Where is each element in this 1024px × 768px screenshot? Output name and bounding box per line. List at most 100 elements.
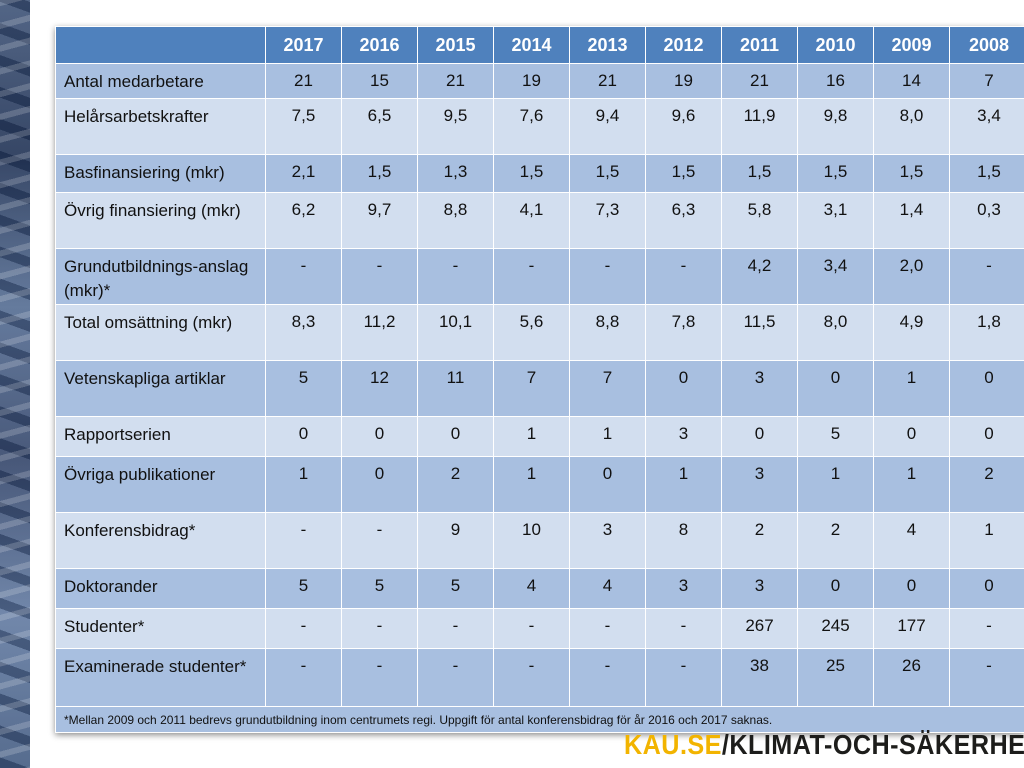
value-cell: 2,0 xyxy=(873,248,950,305)
value-cell: 1 xyxy=(569,416,646,457)
table-row: Examinerade studenter* - - - - - -38 25 26- xyxy=(55,648,1024,707)
value-cell: - xyxy=(493,248,570,305)
value-cell: - xyxy=(341,248,418,305)
value-cell: 8,0 xyxy=(873,98,950,155)
value-cell: 19 xyxy=(645,63,722,99)
value-cell: 177 xyxy=(873,608,950,649)
value-cell: 26 xyxy=(873,648,950,707)
value-cell: 3 xyxy=(645,568,722,609)
value-cell: 0,3 xyxy=(949,192,1024,249)
value-cell: 3 xyxy=(569,512,646,569)
footnote-row: *Mellan 2009 och 2011 bedrevs grundutbil… xyxy=(55,706,1024,733)
value-cell: 7,3 xyxy=(569,192,646,249)
value-cell: - xyxy=(265,512,342,569)
value-cell: 1,4 xyxy=(873,192,950,249)
value-cell: 1 xyxy=(645,456,722,513)
value-cell: 7,8 xyxy=(645,304,722,361)
value-cell: - xyxy=(493,608,570,649)
value-cell: 2 xyxy=(797,512,874,569)
value-cell: 12 xyxy=(341,360,418,417)
value-cell: 1 xyxy=(493,456,570,513)
value-cell: 11,5 xyxy=(721,304,798,361)
row-label: Studenter* xyxy=(55,608,266,649)
value-cell: 0 xyxy=(949,568,1024,609)
value-cell: - xyxy=(949,648,1024,707)
water-background-strip xyxy=(0,0,30,768)
value-cell: 0 xyxy=(797,568,874,609)
year-header: 2016 xyxy=(341,26,418,64)
year-header: 2012 xyxy=(645,26,722,64)
value-cell: 1 xyxy=(265,456,342,513)
footnote: *Mellan 2009 och 2011 bedrevs grundutbil… xyxy=(55,706,1024,733)
year-header: 2010 xyxy=(797,26,874,64)
value-cell: 2,1 xyxy=(265,154,342,193)
row-label: Basfinansiering (mkr) xyxy=(55,154,266,193)
value-cell: 0 xyxy=(569,456,646,513)
brand-kau: KAU.SE xyxy=(624,729,722,760)
value-cell: 0 xyxy=(949,416,1024,457)
value-cell: 0 xyxy=(721,416,798,457)
table-row: Rapportserien 0 0 0 1 1 3 0 5 0 0 xyxy=(55,416,1024,457)
value-cell: 1,5 xyxy=(341,154,418,193)
value-cell: 1 xyxy=(493,416,570,457)
value-cell: 7 xyxy=(569,360,646,417)
brand-logo-text: KAU.SE/KLIMAT-OCH-SÄKERHET xyxy=(624,729,1024,761)
value-cell: 21 xyxy=(417,63,494,99)
value-cell: - xyxy=(949,248,1024,305)
year-header: 2014 xyxy=(493,26,570,64)
value-cell: 5 xyxy=(341,568,418,609)
value-cell: 9,7 xyxy=(341,192,418,249)
value-cell: 1 xyxy=(873,360,950,417)
row-label: Övriga publikationer xyxy=(55,456,266,513)
row-label: Konferensbidrag* xyxy=(55,512,266,569)
value-cell: 5 xyxy=(417,568,494,609)
value-cell: 3 xyxy=(721,360,798,417)
value-cell: 4,9 xyxy=(873,304,950,361)
value-cell: 38 xyxy=(721,648,798,707)
value-cell: - xyxy=(417,608,494,649)
year-header: 2015 xyxy=(417,26,494,64)
value-cell: 0 xyxy=(645,360,722,417)
value-cell: 3,4 xyxy=(949,98,1024,155)
value-cell: 0 xyxy=(873,416,950,457)
value-cell: 16 xyxy=(797,63,874,99)
value-cell: - xyxy=(341,648,418,707)
brand-section: /KLIMAT-OCH-SÄKERHET xyxy=(721,729,1024,760)
table-row: Helårsarbetskrafter 7,5 6,5 9,5 7,6 9,4 9,6 11,… xyxy=(55,98,1024,155)
value-cell: 7 xyxy=(949,63,1024,99)
value-cell: 0 xyxy=(341,416,418,457)
table-row: Total omsättning (mkr) 8,3 11,2 10,1 5,6 8,8 7… xyxy=(55,304,1024,361)
value-cell: - xyxy=(569,608,646,649)
value-cell: 9,4 xyxy=(569,98,646,155)
value-cell: 11,2 xyxy=(341,304,418,361)
value-cell: 1,5 xyxy=(493,154,570,193)
value-cell: 0 xyxy=(265,416,342,457)
value-cell: 3 xyxy=(721,568,798,609)
value-cell: 10,1 xyxy=(417,304,494,361)
table-row: Basfinansiering (mkr) 2,1 1,5 1,3 1,5 1,5 1,5 1… xyxy=(55,154,1024,193)
value-cell: - xyxy=(949,608,1024,649)
value-cell: 8 xyxy=(645,512,722,569)
value-cell: 7,5 xyxy=(265,98,342,155)
table-row: Antal medarbetare 21 15 21 19 21 19 21 16 14 7 xyxy=(55,63,1024,99)
row-label: Helårsarbetskrafter xyxy=(55,98,266,155)
value-cell: 5 xyxy=(265,568,342,609)
value-cell: - xyxy=(645,608,722,649)
value-cell: 6,3 xyxy=(645,192,722,249)
row-label: Doktorander xyxy=(55,568,266,609)
value-cell: 1 xyxy=(797,456,874,513)
value-cell: 4,2 xyxy=(721,248,798,305)
value-cell: 1,3 xyxy=(417,154,494,193)
value-cell: 4 xyxy=(873,512,950,569)
statistics-table: 2017 2016 2015 2014 2013 2012 2011 2010 … xyxy=(55,26,1024,733)
value-cell: 0 xyxy=(341,456,418,513)
row-label: Examinerade studenter* xyxy=(55,648,266,707)
value-cell: 21 xyxy=(721,63,798,99)
value-cell: - xyxy=(417,248,494,305)
value-cell: 19 xyxy=(493,63,570,99)
value-cell: - xyxy=(265,248,342,305)
statistics-table-container: 2017 2016 2015 2014 2013 2012 2011 2010 … xyxy=(55,26,1024,733)
value-cell: 1,5 xyxy=(797,154,874,193)
value-cell: 8,3 xyxy=(265,304,342,361)
value-cell: 5 xyxy=(265,360,342,417)
